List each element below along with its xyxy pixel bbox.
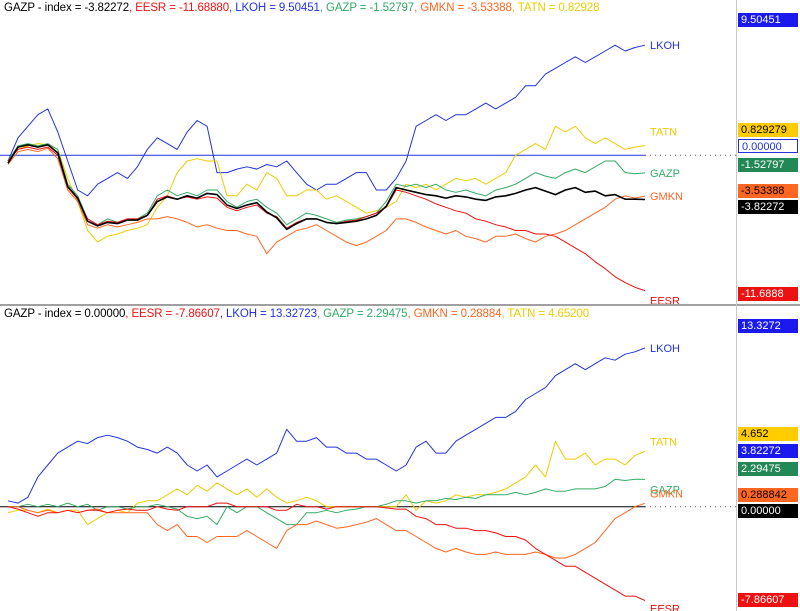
- series-line-gazp: [7, 143, 646, 226]
- end-label-tatn: TATN: [650, 127, 677, 139]
- end-label-eesr: EESR: [650, 296, 680, 304]
- value-tag-lkoh: 13.3272: [738, 319, 798, 333]
- header-tatn-text: , TATN = 0.82928: [511, 2, 600, 14]
- value-tag-gazp: 2.29475: [738, 462, 798, 476]
- series-line-lkoh: [7, 347, 646, 504]
- end-label-gmkn: GMKN: [650, 488, 683, 500]
- value-tag-eesr: -11.6888: [738, 287, 798, 301]
- value-tag-tatn: 4.652: [738, 427, 798, 441]
- end-label-eesr: EESR: [650, 604, 680, 611]
- series-line-eesr: [7, 502, 646, 601]
- end-label-gmkn: GMKN: [650, 191, 683, 203]
- header-gmkn-text: , GMKN = -3.53388: [414, 2, 512, 14]
- value-tag-gazp: -1.52797: [738, 158, 798, 172]
- series-line-tatn: [7, 125, 646, 243]
- series-line-gmkn: [8, 502, 646, 559]
- header-tatn-text: , TATN = 4.65200: [501, 308, 590, 320]
- value-tag-eesr: -7.86607: [738, 593, 798, 607]
- end-label-lkoh: LKOH: [650, 40, 680, 52]
- header-index-text: GAZP - index = -3.82272: [4, 2, 130, 14]
- end-label-gazp: GAZP: [650, 168, 680, 180]
- header-eesr-text: , EESR = -7.86607: [125, 308, 220, 320]
- chart-panel-top: LKOH TATN GAZP GMKN EESR GAZP - index = -3.8…: [0, 0, 800, 304]
- end-label-lkoh: LKOH: [650, 343, 680, 355]
- header-gmkn-text: , GMKN = 0.28884: [407, 308, 502, 320]
- value-tag-gmkn: 0.288842: [738, 488, 798, 502]
- chart-header-top: GAZP - index = -3.82272, EESR = -11.6888…: [4, 2, 599, 14]
- end-label-gazp: GAZP: [650, 484, 680, 496]
- panel-divider[interactable]: [0, 304, 800, 306]
- end-label-tatn: TATN: [650, 436, 677, 448]
- header-lkoh-text: , LKOH = 9.50451: [229, 2, 320, 14]
- value-tag-zero: 0.00000: [738, 504, 798, 518]
- header-lkoh-text: , LKOH = 13.32723: [219, 308, 317, 320]
- chart-panel-bottom: LKOH TATN GAZP GMKN EESR GAZP - index = 0.00…: [0, 306, 800, 611]
- header-gazp-text: , GAZP = -1.52797: [319, 2, 415, 14]
- header-index-text: GAZP - index = 0.00000: [4, 308, 126, 320]
- value-tag-tatn: 0.829279: [738, 123, 798, 137]
- series-line-index: [7, 144, 646, 231]
- chart-header-bottom: GAZP - index = 0.00000, EESR = -7.86607,…: [4, 308, 589, 320]
- series-line-gmkn: [7, 147, 646, 255]
- price-scale-separator: [736, 0, 737, 611]
- value-tag-gmkn: -3.53388: [738, 184, 798, 198]
- value-tag-index: 3.82272: [738, 444, 798, 458]
- value-tag-lkoh: 9.50451: [738, 13, 798, 27]
- header-eesr-text: , EESR = -11.68880: [129, 2, 229, 14]
- value-tag-zero: 0.00000: [738, 139, 798, 153]
- value-tag-index: -3.82272: [738, 200, 798, 214]
- series-line-lkoh: [7, 44, 646, 197]
- header-gazp-text: , GAZP = 2.29475: [316, 308, 408, 320]
- series-line-gazp: [8, 478, 646, 526]
- chart-plot-top: LKOH TATN GAZP GMKN EESR: [0, 40, 736, 304]
